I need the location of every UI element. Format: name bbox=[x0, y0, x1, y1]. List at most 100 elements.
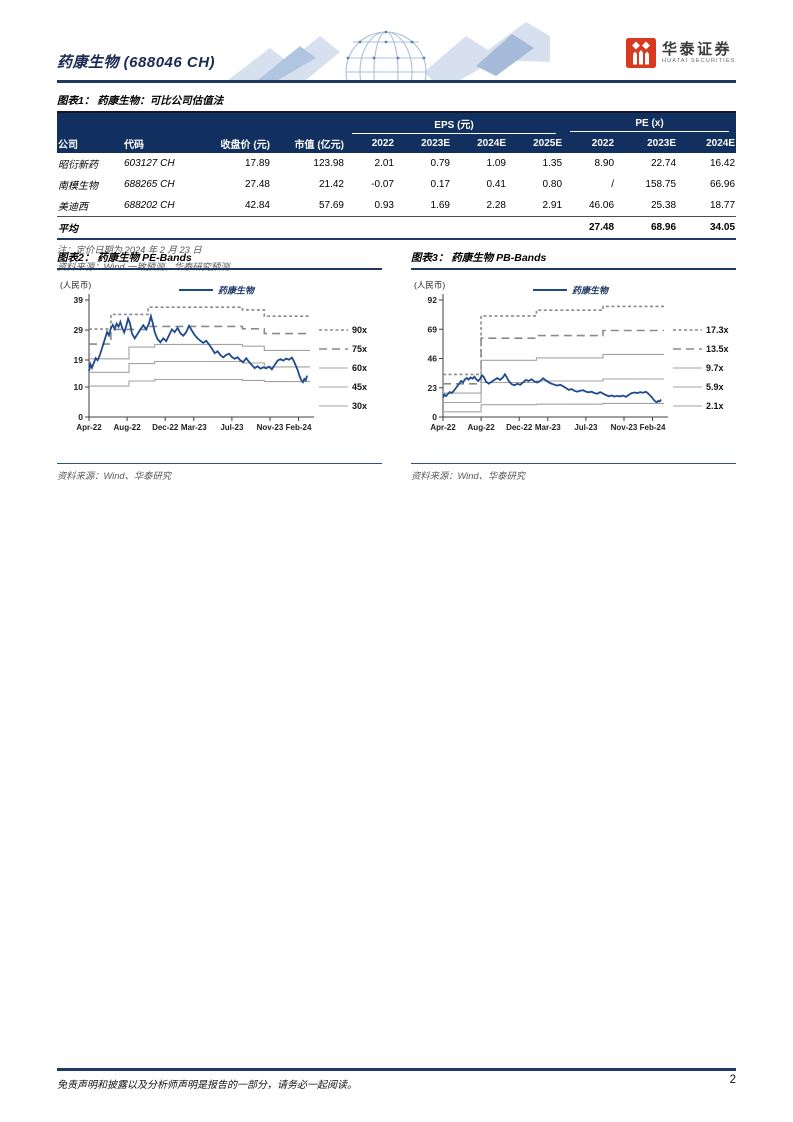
svg-text:69: 69 bbox=[428, 324, 438, 334]
value-cell: 18.77 bbox=[710, 200, 736, 211]
svg-text:(人民币): (人民币) bbox=[414, 280, 445, 290]
value-cell: 0.41 bbox=[486, 179, 506, 190]
value-cell: 0.79 bbox=[430, 158, 450, 169]
group-header-pe: PE (x) bbox=[563, 113, 737, 134]
column-header: 代码 bbox=[123, 134, 201, 153]
svg-text:Mar-23: Mar-23 bbox=[535, 423, 561, 432]
value-cell: 42.84 bbox=[244, 200, 270, 211]
svg-text:(人民币): (人民币) bbox=[60, 280, 91, 290]
average-value-cell bbox=[507, 216, 564, 240]
svg-text:19: 19 bbox=[74, 355, 84, 365]
value-cell: / bbox=[611, 179, 615, 190]
figure3-source: 资料来源：Wind、华泰研究 bbox=[411, 463, 736, 482]
svg-text:17.3x: 17.3x bbox=[706, 325, 729, 335]
value-cell: 22.74 bbox=[650, 158, 677, 169]
table-row: 南模生物 688265 CH 27.48 21.42 -0.07 0.17 0.41 0.80… bbox=[57, 174, 736, 195]
average-value-cell bbox=[271, 216, 345, 240]
average-value-cell bbox=[395, 216, 451, 240]
value-cell: 1.35 bbox=[542, 158, 563, 169]
average-row: 平均 27.48 68.96 34.05 bbox=[57, 216, 737, 240]
column-header: 2025E bbox=[507, 134, 564, 153]
svg-text:30x: 30x bbox=[352, 401, 367, 411]
figure2-source: 资料来源：Wind、华泰研究 bbox=[57, 463, 382, 482]
table-header: EPS (元) PE (x) 公司 代码 收盘价 (元) 市值 (亿元) 2022 202… bbox=[57, 113, 737, 153]
svg-text:10: 10 bbox=[74, 382, 84, 392]
column-header: 公司 bbox=[57, 134, 123, 153]
charts-row: 图表2： 药康生物 PE-Bands 0 10 19 29 39 Apr-22 Aug-22… bbox=[57, 250, 736, 482]
logo-name-cn: 华泰证券 bbox=[662, 40, 733, 58]
svg-text:Apr-22: Apr-22 bbox=[430, 423, 456, 432]
svg-text:Apr-22: Apr-22 bbox=[76, 423, 102, 432]
valuation-table: EPS (元) PE (x) 公司 代码 收盘价 (元) 市值 (亿元) 2022 202… bbox=[57, 113, 737, 240]
svg-text:Jul-23: Jul-23 bbox=[574, 423, 598, 432]
svg-text:Dec-22: Dec-22 bbox=[506, 423, 533, 432]
figure3-title: 图表3： 药康生物 PB-Bands bbox=[411, 250, 736, 270]
page-number: 2 bbox=[729, 1074, 736, 1086]
column-header: 2023E bbox=[395, 134, 451, 153]
svg-text:39: 39 bbox=[74, 295, 84, 305]
value-cell: 1.69 bbox=[430, 200, 450, 211]
svg-text:9.7x: 9.7x bbox=[706, 363, 724, 373]
table-row: 美迪西 688202 CH 42.84 57.69 0.93 1.69 2.28 2.91 46… bbox=[57, 195, 736, 217]
huatai-logo-text: 华泰证券 HUATAI SECURITIES bbox=[662, 40, 736, 65]
value-cell: 2.91 bbox=[542, 200, 563, 211]
svg-text:Aug-22: Aug-22 bbox=[468, 423, 496, 432]
svg-text:45x: 45x bbox=[352, 382, 367, 392]
value-cell: 21.42 bbox=[318, 179, 344, 190]
value-cell: 1.09 bbox=[486, 158, 506, 169]
svg-text:29: 29 bbox=[74, 325, 84, 335]
column-header: 2023E bbox=[615, 134, 678, 153]
pe-bands-chart-block: 图表2： 药康生物 PE-Bands 0 10 19 29 39 Apr-22 Aug-22… bbox=[57, 250, 382, 482]
value-cell: 123.98 bbox=[313, 158, 344, 169]
average-value-cell: 34.05 bbox=[677, 216, 737, 240]
column-header: 收盘价 (元) bbox=[201, 134, 271, 153]
table-note: 注：定价日期为 2024 年 2 月 23 日 bbox=[57, 245, 202, 255]
globe-watermark bbox=[228, 22, 550, 80]
footer-disclaimer: 免责声明和披露以及分析师声明是报告的一部分，请务必一起阅读。 bbox=[57, 1080, 357, 1091]
value-cell: 8.90 bbox=[594, 158, 615, 169]
svg-text:Mar-23: Mar-23 bbox=[181, 423, 207, 432]
column-header: 2024E bbox=[451, 134, 507, 153]
svg-text:0: 0 bbox=[432, 412, 437, 422]
svg-text:46: 46 bbox=[428, 354, 438, 364]
svg-text:60x: 60x bbox=[352, 363, 367, 373]
column-header: 2022 bbox=[563, 134, 616, 153]
column-header: 2024E bbox=[677, 134, 737, 153]
value-cell: 2.01 bbox=[374, 158, 394, 169]
value-cell: 0.93 bbox=[374, 200, 394, 211]
svg-text:Nov-23: Nov-23 bbox=[611, 423, 638, 432]
svg-text:75x: 75x bbox=[352, 344, 367, 354]
table-body: 昭衍新药 603127 CH 17.89 123.98 2.01 0.79 1.09 1.35… bbox=[57, 153, 737, 240]
value-cell: 0.17 bbox=[430, 179, 450, 190]
value-cell: 688265 CH bbox=[124, 179, 175, 190]
pb-bands-chart: 0 23 46 69 92 Apr-22 Aug-22 Dec-22 Mar-23 Jul-23 N… bbox=[414, 280, 729, 432]
company-name-cell: 昭衍新药 bbox=[58, 160, 98, 171]
group-header-eps: EPS (元) bbox=[345, 113, 564, 134]
average-value-cell bbox=[201, 216, 271, 240]
svg-text:23: 23 bbox=[428, 383, 438, 393]
value-cell: 603127 CH bbox=[124, 158, 175, 169]
value-cell: 16.42 bbox=[710, 158, 736, 169]
column-header: 2022 bbox=[345, 134, 395, 153]
svg-text:90x: 90x bbox=[352, 325, 367, 335]
value-cell: 158.75 bbox=[645, 179, 677, 190]
svg-text:药康生物: 药康生物 bbox=[218, 286, 256, 296]
value-cell: 688202 CH bbox=[124, 200, 175, 211]
value-cell: 57.69 bbox=[318, 200, 344, 211]
figure1-title: 图表1： 药康生物：可比公司估值法 bbox=[57, 93, 736, 113]
value-cell: 0.80 bbox=[542, 179, 563, 190]
company-name-cell: 南模生物 bbox=[58, 181, 98, 192]
footer-rule bbox=[57, 1068, 736, 1071]
value-cell: 25.38 bbox=[650, 200, 677, 211]
average-value-cell bbox=[345, 216, 395, 240]
svg-text:92: 92 bbox=[428, 295, 438, 305]
huatai-logo: 华泰证券 HUATAI SECURITIES bbox=[626, 38, 736, 68]
average-label-cell: 平均 bbox=[57, 216, 123, 240]
logo-name-en: HUATAI SECURITIES bbox=[662, 58, 736, 65]
svg-text:0: 0 bbox=[78, 412, 83, 422]
svg-text:Feb-24: Feb-24 bbox=[286, 423, 312, 432]
svg-text:2.1x: 2.1x bbox=[706, 401, 724, 411]
value-cell: 2.28 bbox=[486, 200, 506, 211]
svg-text:Aug-22: Aug-22 bbox=[114, 423, 142, 432]
